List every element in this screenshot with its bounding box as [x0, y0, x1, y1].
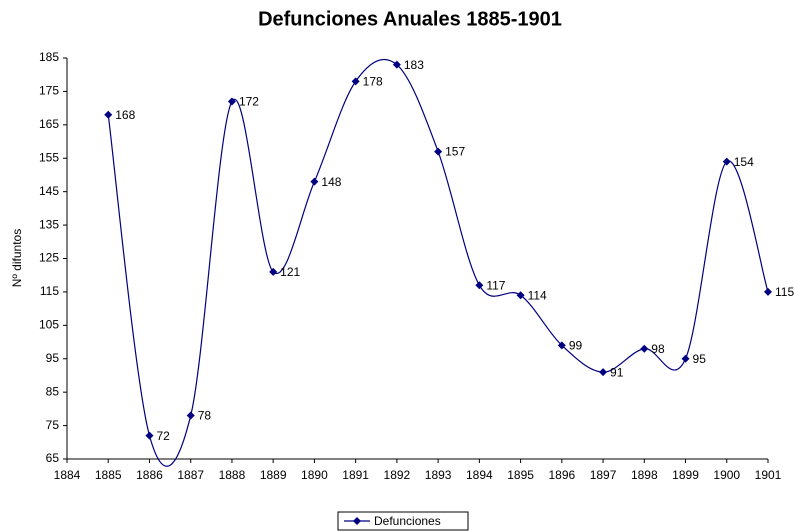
point-marker	[516, 291, 525, 300]
point-marker	[186, 411, 195, 420]
data-label: 154	[734, 155, 754, 169]
point-marker	[392, 60, 401, 69]
data-label: 148	[321, 175, 341, 189]
data-label: 78	[198, 409, 212, 423]
series-line	[107, 59, 769, 467]
x-tick-label: 1887	[177, 468, 204, 482]
x-tick-label: 1899	[672, 468, 699, 482]
point-marker	[269, 267, 278, 276]
legend-label: Defunciones	[374, 514, 441, 528]
y-tick-label: 105	[39, 318, 59, 332]
y-tick-label: 165	[39, 117, 59, 131]
x-tick-label: 1895	[507, 468, 534, 482]
x-tick-label: 1884	[54, 468, 81, 482]
point-marker	[351, 77, 360, 86]
y-tick-label: 75	[46, 418, 60, 432]
data-label: 157	[445, 145, 465, 159]
data-label: 98	[651, 342, 665, 356]
data-label: 95	[693, 352, 707, 366]
x-tick-label: 1891	[342, 468, 369, 482]
x-tick-label: 1894	[466, 468, 493, 482]
point-marker	[640, 344, 649, 353]
y-tick-label: 145	[39, 184, 59, 198]
point-marker	[722, 157, 731, 166]
y-tick-label: 135	[39, 217, 59, 231]
legend-box	[337, 511, 469, 531]
x-tick-label: 1885	[95, 468, 122, 482]
point-marker	[104, 110, 113, 119]
y-tick-label: 125	[39, 251, 59, 265]
data-label: 183	[404, 58, 424, 72]
x-tick-label: 1897	[590, 468, 617, 482]
data-label: 117	[486, 278, 505, 292]
x-tick-label: 1896	[548, 468, 575, 482]
x-tick-label: 1900	[713, 468, 740, 482]
point-marker	[434, 147, 443, 156]
y-tick-label: 95	[46, 351, 60, 365]
data-label: 114	[528, 288, 547, 302]
y-tick-label: 175	[39, 84, 59, 98]
y-axis-label: Nº difuntos	[10, 229, 24, 287]
data-label: 121	[280, 265, 300, 279]
point-marker	[475, 281, 484, 290]
point-marker	[310, 177, 319, 186]
legend-marker	[353, 517, 361, 525]
point-marker	[599, 368, 608, 377]
point-marker	[681, 354, 690, 363]
data-label: 99	[569, 339, 583, 353]
data-label: 178	[363, 75, 383, 89]
x-tick-label: 1890	[301, 468, 328, 482]
data-label: 168	[115, 108, 135, 122]
data-label: 172	[239, 95, 259, 109]
point-marker	[764, 287, 772, 296]
x-tick-label: 1892	[384, 468, 411, 482]
point-marker	[145, 431, 154, 440]
x-tick-label: 1888	[219, 468, 246, 482]
x-tick-label: 1901	[755, 468, 782, 482]
chart-title: Defunciones Anuales 1885-1901	[258, 8, 562, 30]
x-tick-label: 1898	[631, 468, 658, 482]
x-tick-label: 1893	[425, 468, 452, 482]
data-label: 115	[775, 285, 794, 299]
y-tick-label: 65	[46, 451, 60, 465]
x-tick-label: 1889	[260, 468, 287, 482]
y-tick-label: 185	[39, 50, 59, 64]
y-tick-label: 85	[46, 384, 60, 398]
y-tick-label: 115	[40, 284, 59, 298]
point-marker	[227, 97, 236, 106]
x-tick-label: 1886	[136, 468, 163, 482]
data-label: 72	[156, 429, 170, 443]
data-label: 91	[610, 365, 624, 379]
y-tick-label: 155	[39, 150, 59, 164]
point-marker	[557, 341, 566, 350]
